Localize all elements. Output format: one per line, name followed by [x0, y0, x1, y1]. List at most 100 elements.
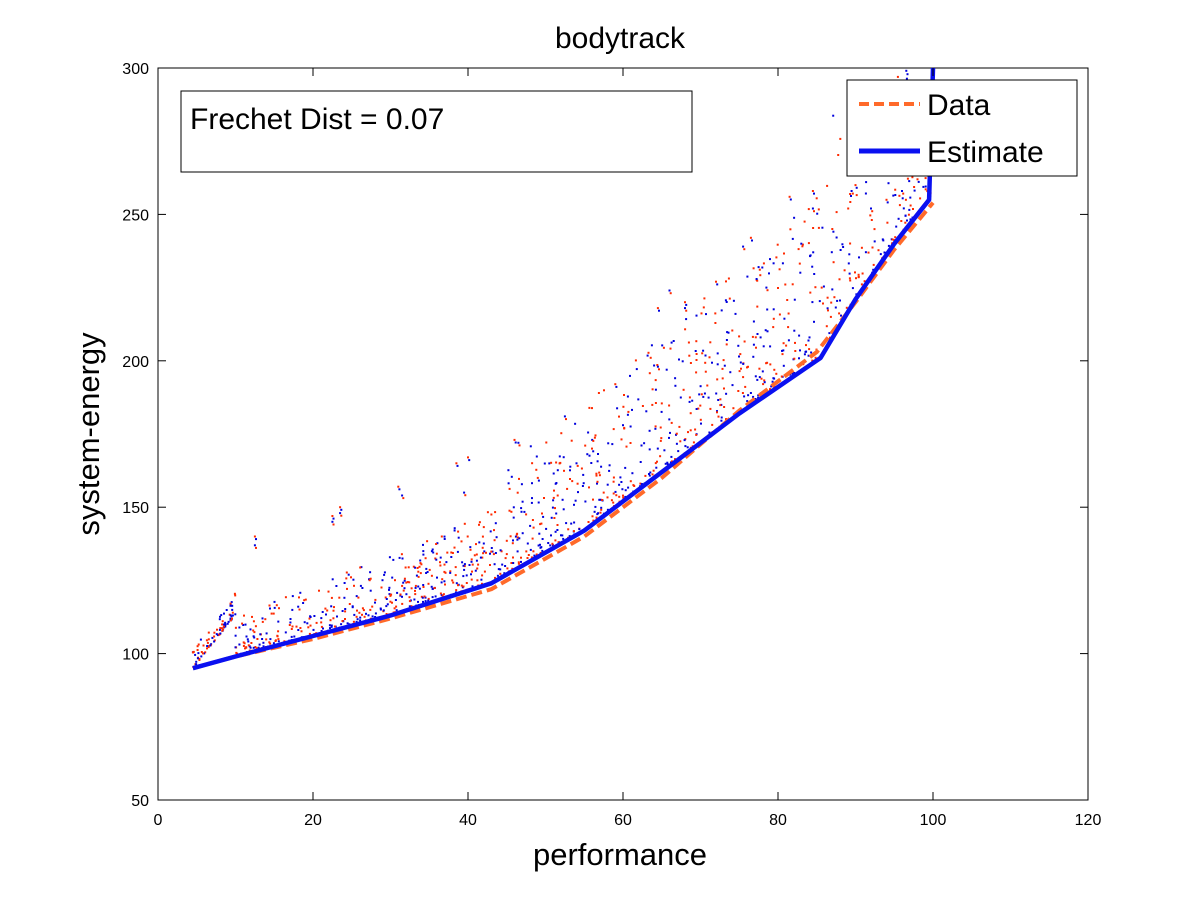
scatter-point	[845, 306, 848, 309]
scatter-point	[629, 480, 632, 483]
scatter-point	[588, 454, 591, 457]
scatter-point	[728, 297, 731, 300]
scatter-point	[231, 608, 234, 611]
scatter-point	[567, 528, 570, 531]
scatter-point	[274, 639, 277, 642]
scatter-point	[427, 597, 430, 600]
scatter-point	[242, 641, 245, 644]
scatter-point	[731, 384, 734, 387]
scatter-point	[331, 578, 334, 581]
scatter-point	[756, 378, 759, 381]
scatter-outlier	[537, 479, 540, 482]
scatter-point	[542, 515, 545, 518]
scatter-point	[229, 617, 232, 620]
scatter-point	[849, 201, 852, 203]
scatter-point	[913, 189, 916, 192]
scatter-point	[898, 194, 901, 197]
scatter-point	[332, 609, 335, 612]
scatter-point	[723, 387, 725, 390]
scatter-point	[482, 552, 485, 555]
scatter-point	[489, 530, 492, 533]
scatter-point	[782, 349, 785, 352]
scatter-point	[518, 477, 520, 480]
scatter-point	[752, 395, 755, 398]
scatter-point	[597, 392, 600, 394]
scatter-point	[343, 596, 346, 599]
scatter-point	[508, 487, 511, 490]
scatter-point	[591, 438, 594, 441]
scatter-point	[426, 540, 429, 543]
scatter-point	[408, 605, 411, 608]
scatter-point	[752, 267, 755, 270]
scatter-point	[847, 262, 850, 265]
scatter-point	[622, 496, 625, 499]
scatter-outlier	[788, 195, 791, 198]
scatter-point	[402, 589, 405, 592]
scatter-point	[468, 564, 471, 566]
scatter-point	[235, 651, 238, 654]
scatter-point	[505, 553, 508, 556]
scatter-point	[787, 339, 790, 342]
scatter-point	[781, 262, 784, 265]
scatter-point	[722, 359, 725, 362]
scatter-point	[610, 499, 613, 502]
scatter-point	[849, 242, 852, 245]
scatter-point	[531, 462, 534, 465]
scatter-outlier	[870, 207, 872, 210]
scatter-point	[394, 579, 396, 582]
scatter-point	[798, 357, 800, 360]
plot-area: 0 20 40 60 80 100 120 50 100 150 200 250 300	[122, 61, 1101, 829]
x-tick-label: 0	[154, 812, 163, 829]
scatter-point	[873, 228, 876, 231]
scatter-point	[272, 642, 275, 645]
scatter-point	[719, 398, 722, 401]
scatter-point	[368, 579, 371, 582]
scatter-point	[871, 246, 874, 249]
scatter-point	[743, 340, 746, 343]
scatter-point	[450, 551, 453, 554]
scatter-point	[592, 498, 594, 501]
scatter-point	[694, 350, 697, 352]
scatter-point	[526, 557, 529, 559]
scatter-point	[550, 534, 552, 537]
scatter-point	[677, 450, 680, 453]
scatter-point	[299, 591, 302, 594]
scatter-point	[388, 588, 390, 591]
scatter-point	[511, 567, 514, 570]
scatter-point	[510, 562, 513, 564]
scatter-point	[588, 486, 590, 489]
scatter-point	[471, 570, 473, 573]
scatter-point	[612, 501, 615, 504]
scatter-outlier	[902, 192, 905, 195]
scatter-point	[803, 220, 806, 223]
scatter-point	[336, 615, 338, 618]
scatter-point	[499, 568, 502, 571]
scatter-point	[812, 227, 815, 229]
scatter-point	[654, 427, 657, 430]
scatter-point	[821, 226, 824, 229]
scatter-point	[883, 251, 886, 254]
scatter-point	[268, 641, 271, 644]
scatter-point	[529, 524, 532, 527]
scatter-point	[651, 388, 654, 391]
scatter-point	[371, 605, 374, 608]
scatter-point	[276, 635, 279, 638]
scatter-point	[441, 594, 444, 597]
scatter-point	[781, 353, 784, 356]
scatter-point	[431, 596, 434, 599]
scatter-point	[784, 283, 787, 286]
scatter-point	[506, 567, 509, 570]
scatter-point	[453, 529, 456, 532]
scatter-point	[768, 272, 770, 275]
scatter-point	[726, 331, 729, 334]
scatter-point	[644, 474, 647, 477]
scatter-point	[793, 216, 796, 219]
scatter-point	[688, 400, 691, 403]
scatter-point	[719, 404, 722, 407]
scatter-point	[639, 482, 642, 485]
scatter-point	[791, 237, 794, 240]
scatter-point	[256, 647, 259, 650]
legend-frame	[846, 79, 1078, 177]
scatter-point	[470, 560, 473, 563]
y-tick-label: 50	[131, 793, 149, 810]
